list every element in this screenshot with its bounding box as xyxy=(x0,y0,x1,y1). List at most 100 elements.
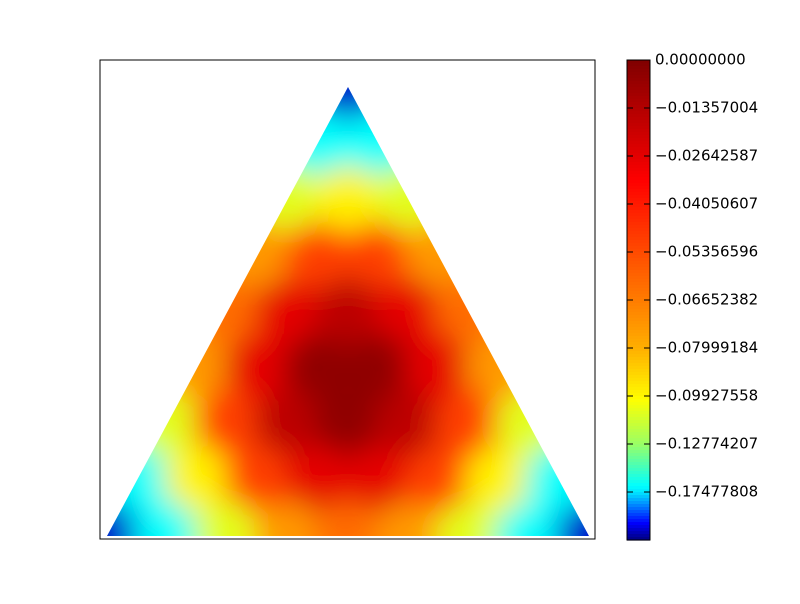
heat-cell xyxy=(555,502,589,536)
colorbar-strip xyxy=(627,354,650,358)
colorbar-strip xyxy=(627,522,650,526)
colorbar-strip xyxy=(627,258,650,262)
colorbar-strip xyxy=(627,126,650,130)
colorbar-tick-label: −0.12774207 xyxy=(655,435,758,453)
heat-cell xyxy=(314,502,382,536)
colorbar-strip xyxy=(627,498,650,502)
colorbar-strip xyxy=(627,312,650,316)
colorbar-strip xyxy=(627,75,650,79)
colorbar-strip xyxy=(627,63,650,67)
colorbar-strip xyxy=(627,342,650,346)
colorbar-strip xyxy=(627,504,650,508)
colorbar-strip xyxy=(627,216,650,220)
heatmap xyxy=(107,87,589,536)
colorbar-strip xyxy=(627,294,650,298)
colorbar-strip xyxy=(627,474,650,478)
colorbar-strip xyxy=(627,453,650,457)
colorbar-strip xyxy=(627,414,650,418)
colorbar-strip xyxy=(627,237,650,241)
colorbar-strip xyxy=(627,240,650,244)
colorbar-strip xyxy=(627,150,650,154)
colorbar-strip xyxy=(627,396,650,400)
heat-cell xyxy=(314,165,382,234)
colorbar-strip xyxy=(627,93,650,97)
colorbar-strip xyxy=(627,129,650,133)
colorbar-strip xyxy=(627,486,650,490)
colorbar-tick-label: 0.00000000 xyxy=(655,51,746,69)
heat-cell xyxy=(404,333,473,402)
colorbar-strip xyxy=(627,402,650,406)
colorbar-strip xyxy=(627,513,650,517)
colorbar-strip xyxy=(627,138,650,142)
colorbar-strip xyxy=(627,255,650,259)
colorbar-strip xyxy=(627,99,650,103)
colorbar-strip xyxy=(627,435,650,439)
colorbar-strip xyxy=(627,282,650,286)
colorbar-strip xyxy=(627,180,650,184)
colorbar-strip xyxy=(627,375,650,379)
heat-cell xyxy=(494,502,563,536)
colorbar-strip xyxy=(627,300,650,304)
colorbar-strip xyxy=(627,465,650,469)
colorbar-strip xyxy=(627,189,650,193)
colorbar-strip xyxy=(627,510,650,514)
colorbar-strip xyxy=(627,174,650,178)
colorbar-strip xyxy=(627,147,650,151)
colorbar-strip xyxy=(627,276,650,280)
colorbar-strip xyxy=(627,423,650,427)
colorbar-strip xyxy=(627,204,650,208)
heat-cell xyxy=(163,445,232,514)
heat-cell xyxy=(223,445,292,514)
colorbar-strip xyxy=(627,519,650,523)
heat-cell xyxy=(283,445,352,514)
colorbar-strip xyxy=(627,462,650,466)
colorbar-strip xyxy=(627,369,650,373)
colorbar-strip xyxy=(627,336,650,340)
colorbar-strip xyxy=(627,327,650,331)
colorbar-strip xyxy=(627,132,650,136)
colorbar-strip xyxy=(627,120,650,124)
colorbar-strip xyxy=(627,207,650,211)
colorbar-strip xyxy=(627,303,650,307)
colorbar-strip xyxy=(627,507,650,511)
colorbar-strip xyxy=(627,279,650,283)
colorbar-tick-label: −0.02642587 xyxy=(655,147,758,165)
colorbar-strip xyxy=(627,198,650,202)
colorbar-strip xyxy=(627,483,650,487)
colorbar-strip xyxy=(627,480,650,484)
colorbar-strip xyxy=(627,144,650,148)
colorbar-tick-label: −0.06652382 xyxy=(655,291,758,309)
colorbar-strip xyxy=(627,123,650,127)
colorbar-strip xyxy=(627,249,650,253)
heat-cell xyxy=(344,221,413,290)
colorbar-strip xyxy=(627,264,650,268)
colorbar-strip xyxy=(627,351,650,355)
colorbar-strip xyxy=(627,384,650,388)
colorbar-strip xyxy=(627,390,650,394)
colorbar-strip xyxy=(627,456,650,460)
colorbar-strip xyxy=(627,165,650,169)
heat-cell xyxy=(434,389,503,458)
colorbar-strip xyxy=(627,210,650,214)
heat-cell xyxy=(374,277,443,346)
colorbar-strip xyxy=(627,105,650,109)
colorbar-strip xyxy=(627,153,650,157)
colorbar-strip xyxy=(627,66,650,70)
colorbar-strip xyxy=(627,114,650,118)
colorbar-strip xyxy=(627,348,650,352)
colorbar-strip xyxy=(627,378,650,382)
colorbar-strip xyxy=(627,228,650,232)
colorbar-strip xyxy=(627,444,650,448)
colorbar-strip xyxy=(627,318,650,322)
colorbar-strip xyxy=(627,366,650,370)
colorbar-strip xyxy=(627,324,650,328)
colorbar-strip xyxy=(627,537,650,541)
heat-cell xyxy=(107,502,141,536)
colorbar-strip xyxy=(627,171,650,175)
heat-cell xyxy=(283,333,352,402)
colorbar-tick-label: −0.01357004 xyxy=(655,99,758,117)
heat-cell xyxy=(223,333,292,402)
colorbar-strip xyxy=(627,84,650,88)
colorbar-strip xyxy=(627,459,650,463)
